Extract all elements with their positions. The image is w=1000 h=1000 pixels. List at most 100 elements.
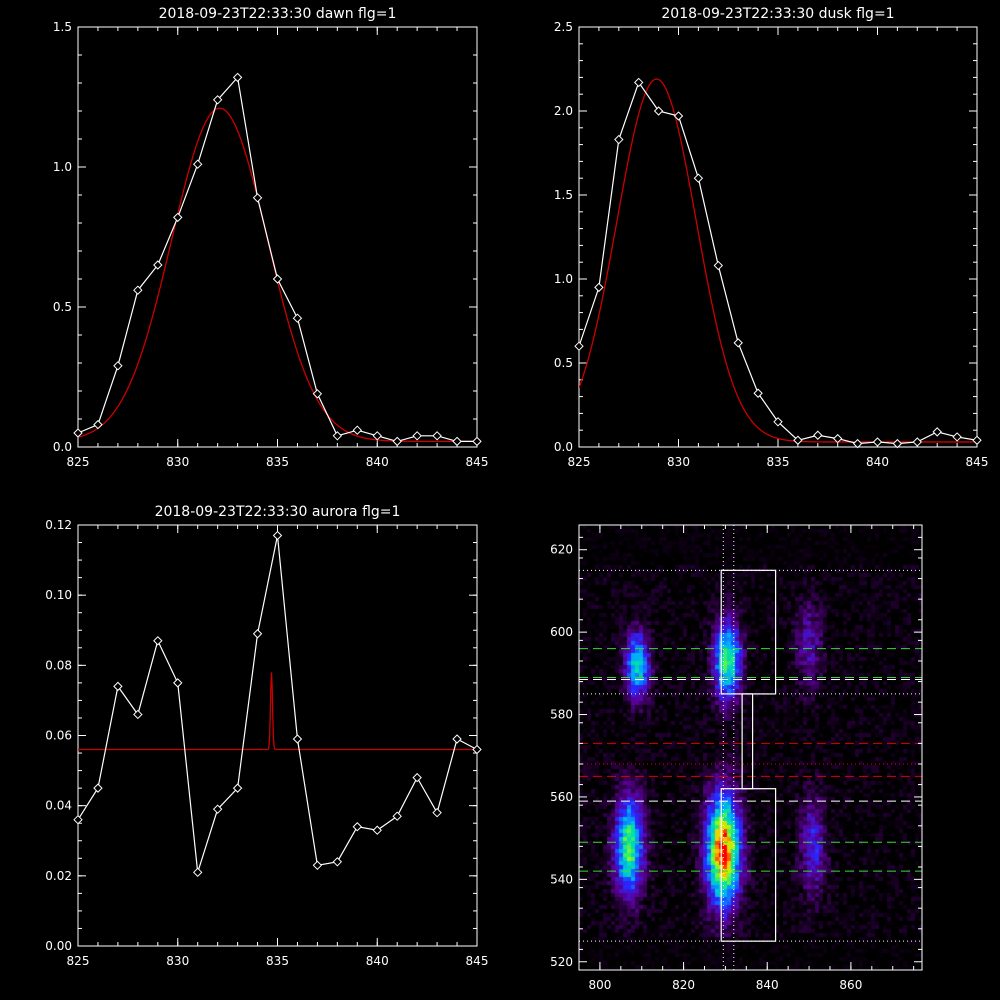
dusk-xtick-label: 830 [667,455,690,469]
dawn-data-point [192,159,203,169]
dawn-data-point [412,431,422,441]
dawn-data-point [93,419,103,430]
dawn-data-point [392,436,402,447]
dawn-data-point [292,313,303,323]
aurora-data-point [113,681,123,692]
dusk-data-point [733,338,743,348]
aurora-ytick-label: 0.10 [45,588,72,602]
aurora-plot-frame [77,524,478,947]
aurora-data-point [432,807,442,818]
dawn-data-point [212,95,223,105]
dawn-data-point [372,431,382,441]
dawn-xtick-label: 845 [466,455,489,469]
dusk-data-point [972,435,982,445]
dawn-xtick-label: 840 [366,455,389,469]
aurora-data-point [173,678,183,688]
dusk-data-point [614,134,624,145]
dusk-data-point [832,433,843,444]
dusk-data-point [872,437,883,447]
aurora-data-point [73,814,83,825]
dusk-data-point [773,417,783,427]
dawn-data-point [252,193,263,203]
aurora-fit-line [78,672,477,751]
aurora-data-point [472,744,482,755]
aurora-data-point [312,860,323,871]
dawn-xtick-label: 835 [266,455,289,469]
dawn-data-point [232,72,243,83]
dusk-data-point [574,341,584,351]
dusk-xtick-label: 845 [966,455,989,469]
aurora-data-point [252,629,263,639]
dawn-xtick-label: 825 [67,455,90,469]
image-ytick-label: 600 [550,625,573,639]
aurora-title: 2018-09-23T22:33:30 aurora flg=1 [155,504,401,520]
aurora-data-point [153,636,163,646]
aurora-ytick-label: 0.06 [45,729,72,743]
dawn-data-point [432,431,442,441]
dusk-ytick-label: 0.5 [554,356,573,370]
dusk-xtick-label: 825 [568,455,591,469]
image-ytick-label: 520 [550,955,573,969]
dawn-ytick-label: 1.0 [53,160,72,174]
dawn-data-point [312,389,323,399]
region-box [741,693,754,790]
aurora-ytick-label: 0.02 [45,869,72,883]
aurora-data-point [292,734,303,744]
aurora-data-point [452,734,462,744]
image-xtick-label: 860 [839,978,862,992]
dusk-data-point [912,437,923,447]
dusk-fit-line [579,78,977,443]
intensity-heatmap [579,525,922,970]
aurora-data-point [352,822,363,832]
dawn-data-point [153,260,163,270]
aurora-data-point [272,530,283,541]
dusk-xtick-label: 840 [866,455,889,469]
aurora-data-point [192,867,203,878]
aurora-xtick-label: 835 [266,954,289,968]
dawn-data-point [352,425,363,435]
dusk-data-point [793,435,803,445]
image-xtick-label: 800 [588,978,611,992]
aurora-ytick-label: 0.04 [45,799,72,813]
dusk-ytick-label: 1.0 [554,272,573,286]
dawn-data-point [452,436,462,447]
aurora-xtick-label: 830 [166,954,189,968]
aurora-data-point [372,825,382,835]
image-plot-frame [578,524,923,971]
dawn-data-line [78,76,477,443]
aurora-ytick-label: 0.00 [45,939,72,953]
dawn-plot-panel: 825 830 835 840 845 0.0 0.5 1.0 1.5 2018-09-23T22… [53,6,489,469]
aurora-data-point [212,804,223,814]
dawn-ytick-label: 0.0 [53,440,72,454]
spectral-image-panel: 800 820 840 860 520 540 560 580 600 620 [550,524,923,992]
dusk-xtick-label: 835 [767,455,790,469]
dusk-data-point [653,106,664,116]
image-ytick-label: 620 [550,543,573,557]
aurora-ytick-label: 0.12 [45,518,72,532]
dusk-data-point [633,77,644,88]
dawn-plot-frame [77,26,478,448]
dusk-data-point [932,427,942,437]
aurora-data-point [412,772,422,783]
image-ytick-label: 540 [550,872,573,886]
image-xtick-label: 820 [672,978,695,992]
dawn-data-point [133,285,143,295]
dusk-data-point [753,388,763,398]
dusk-ytick-label: 2.0 [554,104,573,118]
aurora-data-point [93,783,103,793]
aurora-xtick-label: 840 [366,954,389,968]
image-ytick-label: 560 [550,790,573,804]
aurora-data-point [133,709,143,720]
dusk-title: 2018-09-23T22:33:30 dusk flg=1 [661,6,894,22]
dusk-ytick-label: 0.0 [554,440,573,454]
dusk-data-point [892,438,903,449]
image-xtick-label: 840 [756,978,779,992]
image-ytick-label: 580 [550,708,573,722]
dawn-data-point [472,436,482,447]
dawn-ytick-label: 0.5 [53,300,72,314]
aurora-data-point [392,811,402,821]
dawn-data-point [73,428,83,438]
aurora-ytick-label: 0.08 [45,658,72,672]
dusk-ytick-label: 2.5 [554,20,573,34]
